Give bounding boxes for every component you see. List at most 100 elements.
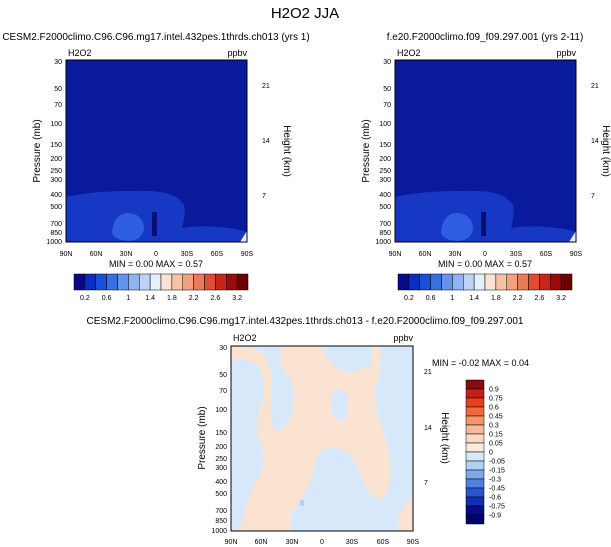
colorbar-box — [84, 273, 96, 291]
colorbar-box — [171, 273, 183, 291]
panel-1-y2label: Height (km) — [281, 125, 292, 177]
panel-3-units: ppbv — [393, 333, 413, 343]
panel-1-ytick: 300 — [50, 177, 62, 184]
panel-2-xtick: 90N — [389, 251, 402, 258]
panel-3-ytick: 250 — [215, 456, 227, 463]
colorbar-box — [397, 273, 410, 291]
panel-2-ytick: 70 — [383, 102, 391, 109]
panel-2-xtick: 90S — [570, 251, 583, 258]
panel-3-xtick: 60N — [255, 539, 268, 546]
colorbar-label: 0 — [489, 450, 493, 457]
panel-3-y2tick: 14 — [424, 425, 432, 432]
colorbar-label: 2.2 — [189, 295, 199, 302]
colorbar-box — [463, 273, 475, 291]
panel-3-ytick: 400 — [215, 479, 227, 486]
colorbar-box — [106, 273, 118, 291]
colorbar-box — [139, 273, 151, 291]
panel-2-xtick: 30N — [449, 251, 462, 258]
panel-1-variable: H2O2 — [68, 48, 92, 58]
panel-3-ylabel: Pressure (mb) — [197, 406, 208, 469]
panel-1-ytick: 30 — [54, 59, 62, 66]
panel-2-ytick: 250 — [379, 168, 391, 175]
panel-1-y2tick: 14 — [262, 138, 270, 145]
panel-2-units: ppbv — [556, 48, 576, 58]
panel-1-units: ppbv — [227, 48, 247, 58]
colorbar-box — [484, 273, 497, 291]
colorbar-box — [465, 442, 485, 453]
colorbar-box — [465, 514, 485, 525]
panel-3-y2label: Height (km) — [439, 412, 450, 464]
colorbar-box — [465, 478, 485, 489]
colorbar-label: -0.75 — [489, 504, 505, 511]
panel-2-field — [395, 60, 576, 242]
colorbar-label: 0.3 — [489, 423, 499, 430]
panel-1-colorbar: 0.2 0.6 1 1.4 1.8 2.2 2.6 3.2 — [73, 273, 249, 302]
panel-2-ytick: 400 — [379, 192, 391, 199]
colorbar-label: 1 — [450, 295, 454, 302]
panel-1-y2tick: 21 — [262, 83, 270, 90]
colorbar-label: 2.6 — [535, 295, 545, 302]
colorbar-box — [560, 273, 573, 291]
colorbar-box — [465, 487, 485, 498]
colorbar-box — [95, 273, 107, 291]
colorbar-label: -0.45 — [489, 486, 505, 493]
colorbar-box — [495, 273, 507, 291]
panel-1-title: CESM2.F2000climo.C96.C96.mg17.intel.432p… — [2, 32, 309, 43]
panel-3-ytick: 850 — [215, 518, 227, 525]
panel-1-xtick: 30S — [181, 251, 194, 258]
panel-2-x-axis: 90N 60N 30N 0 30S 60S 90S — [389, 251, 583, 258]
panel-1-x-axis: 90N 60N 30N 0 30S 60S 90S — [60, 251, 254, 258]
panel-1-xtick: 60S — [211, 251, 224, 258]
panel-3-ytick: 70 — [219, 388, 227, 395]
panel-1-ytick: 700 — [50, 221, 62, 228]
colorbar-box — [465, 397, 485, 408]
colorbar-box — [550, 273, 562, 291]
colorbar-box — [408, 273, 420, 291]
panel-2-stats: MIN = 0.00 MAX = 0.57 — [438, 259, 532, 269]
colorbar-label: 1.4 — [145, 295, 155, 302]
panel-1-y2tick: 7 — [262, 193, 266, 200]
colorbar-box — [465, 433, 485, 444]
panel-2-xtick: 60N — [419, 251, 432, 258]
colorbar-box — [465, 424, 485, 435]
panel-2-ytick: 700 — [379, 221, 391, 228]
panel-2-ylabel: Pressure (mb) — [361, 119, 372, 182]
colorbar-box — [160, 273, 173, 291]
colorbar-label: 0.2 — [80, 295, 90, 302]
colorbar-box — [465, 406, 485, 417]
colorbar-box — [465, 469, 485, 480]
panel-2-ytick: 200 — [379, 156, 391, 163]
panel-3-xtick: 60S — [377, 539, 390, 546]
panel-2-y2tick: 14 — [591, 138, 599, 145]
colorbar-label: 0.05 — [489, 441, 503, 448]
panel-3-ytick: 1000 — [211, 528, 227, 535]
panel-1-xtick: 30N — [120, 251, 133, 258]
panel-1-xtick: 0 — [154, 251, 158, 258]
colorbar-label: 1.8 — [491, 295, 501, 302]
colorbar-box — [465, 460, 485, 471]
colorbar-label: 0.45 — [489, 414, 503, 421]
colorbar-box — [204, 273, 216, 291]
panel-3-xtick: 90N — [225, 539, 238, 546]
panel-3-xtick: 30S — [346, 539, 359, 546]
panel-3-ytick: 30 — [219, 345, 227, 352]
colorbar-box — [465, 388, 485, 399]
panel-2-y2label: Height (km) — [600, 125, 611, 177]
panel-3-ytick: 50 — [219, 372, 227, 379]
panel-1-y2-axis: 21 14 7 — [262, 83, 270, 200]
colorbar-label: -0.9 — [489, 513, 501, 520]
panel-2-xtick: 30S — [510, 251, 523, 258]
panel-2-title: f.e20.F2000climo.f09_f09.297.001 (yrs 2-… — [387, 32, 584, 43]
panel-1-ytick: 500 — [50, 204, 62, 211]
panel-1-ytick: 150 — [50, 142, 62, 149]
colorbar-box — [182, 273, 194, 291]
panel-1-ytick: 100 — [50, 121, 62, 128]
figure-title: H2O2 JJA — [271, 5, 339, 22]
colorbar-label: -0.05 — [489, 459, 505, 466]
panel-2-y2tick: 21 — [591, 83, 599, 90]
colorbar-box — [473, 273, 486, 291]
colorbar-label: 0.2 — [404, 295, 414, 302]
colorbar-label: 0.15 — [489, 432, 503, 439]
panel-3-y2-axis: 21 14 7 — [424, 369, 432, 487]
colorbar-box — [226, 273, 238, 291]
